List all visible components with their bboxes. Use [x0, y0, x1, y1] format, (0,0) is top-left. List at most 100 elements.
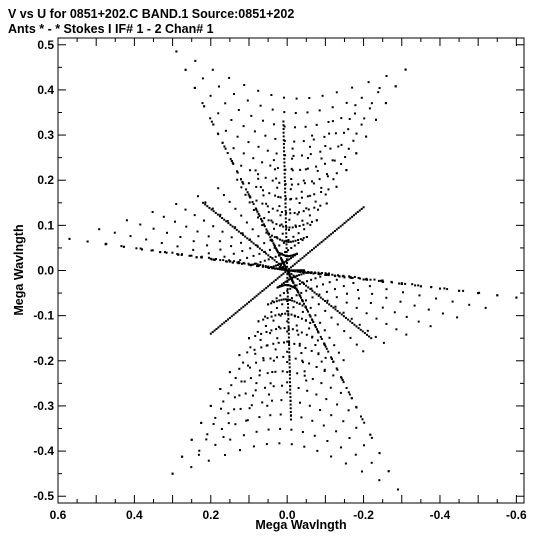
uv-point — [259, 291, 262, 294]
uv-point — [340, 376, 343, 379]
uv-point — [224, 129, 227, 132]
uv-point — [264, 325, 267, 327]
uv-point — [293, 263, 296, 266]
uv-point — [287, 321, 290, 324]
uv-point — [288, 351, 291, 354]
uv-point — [287, 306, 290, 309]
uv-point — [252, 209, 255, 211]
uv-point — [273, 259, 276, 262]
uv-point — [320, 186, 323, 189]
uv-point — [456, 316, 459, 319]
uv-point — [330, 316, 333, 319]
uv-point — [288, 208, 291, 211]
uv-point — [284, 197, 287, 200]
uv-point — [289, 414, 292, 417]
uv-point — [297, 239, 299, 241]
uv-point — [242, 125, 245, 128]
uv-point — [231, 261, 234, 264]
uv-point — [325, 347, 328, 350]
uv-point — [311, 180, 313, 183]
uv-point — [363, 444, 365, 447]
uv-point — [330, 233, 333, 236]
uv-point — [285, 228, 288, 231]
uv-point — [302, 237, 305, 240]
uv-point — [206, 205, 209, 208]
uv-point — [283, 150, 286, 153]
uv-point — [200, 255, 203, 258]
uv-point — [284, 221, 287, 224]
uv-point — [232, 162, 235, 165]
uv-point — [400, 283, 403, 285]
uv-point — [292, 240, 295, 243]
uv-point — [243, 380, 246, 383]
uv-point — [417, 284, 420, 287]
uv-point — [224, 102, 227, 105]
uv-point — [298, 211, 300, 214]
uv-point — [289, 198, 292, 201]
uv-point — [361, 418, 364, 421]
uv-point — [317, 331, 320, 334]
uv-point — [217, 133, 220, 136]
uv-point — [307, 271, 310, 273]
uv-point — [414, 284, 417, 287]
uv-point — [288, 228, 290, 231]
uv-point — [162, 215, 165, 218]
uv-point — [299, 258, 302, 261]
uv-point — [274, 255, 277, 258]
uv-point — [340, 163, 343, 165]
uv-point — [262, 264, 264, 267]
uv-point — [288, 347, 291, 350]
uv-point — [240, 380, 243, 383]
uv-point — [335, 430, 338, 433]
uv-point — [290, 297, 293, 299]
uv-point — [290, 443, 293, 446]
uv-point — [301, 299, 304, 302]
uv-point — [290, 183, 293, 186]
uv-point — [273, 246, 276, 249]
uv-point — [255, 199, 258, 202]
uv-point — [227, 318, 229, 321]
uv-point — [288, 340, 290, 343]
uv-point — [317, 272, 320, 275]
uv-point — [255, 207, 257, 210]
uv-point — [285, 260, 288, 263]
uv-point — [341, 379, 344, 381]
uv-point — [208, 206, 211, 209]
uv-point — [294, 112, 297, 114]
uv-point — [279, 285, 282, 288]
uv-point — [209, 94, 212, 97]
uv-point — [375, 317, 378, 320]
uv-point — [314, 314, 317, 317]
uv-point — [399, 300, 402, 303]
uv-point — [289, 254, 292, 257]
uv-point — [298, 274, 301, 277]
uv-point — [256, 263, 259, 266]
uv-point — [262, 318, 265, 321]
uv-point — [270, 329, 273, 332]
uv-point — [287, 310, 290, 313]
uv-point — [311, 419, 314, 422]
uv-point — [308, 404, 311, 407]
uv-point — [336, 403, 339, 406]
uv-point — [319, 335, 322, 338]
uv-point — [238, 367, 241, 370]
uv-point — [249, 377, 252, 380]
uv-point — [219, 215, 221, 218]
uv-point — [301, 359, 304, 362]
uv-point — [294, 239, 297, 242]
uv-point — [181, 253, 183, 256]
uv-point — [351, 86, 354, 89]
uv-point — [277, 195, 280, 198]
uv-point — [287, 239, 290, 241]
uv-point — [278, 299, 281, 302]
uv-point — [321, 272, 323, 274]
uv-point — [291, 264, 294, 267]
uv-point — [252, 394, 254, 397]
uv-point — [276, 167, 279, 170]
uv-point — [347, 147, 350, 150]
uv-point — [113, 231, 116, 234]
uv-point — [340, 377, 343, 380]
uv-point — [293, 300, 296, 303]
uv-point — [272, 265, 275, 268]
uv-point — [197, 453, 200, 456]
